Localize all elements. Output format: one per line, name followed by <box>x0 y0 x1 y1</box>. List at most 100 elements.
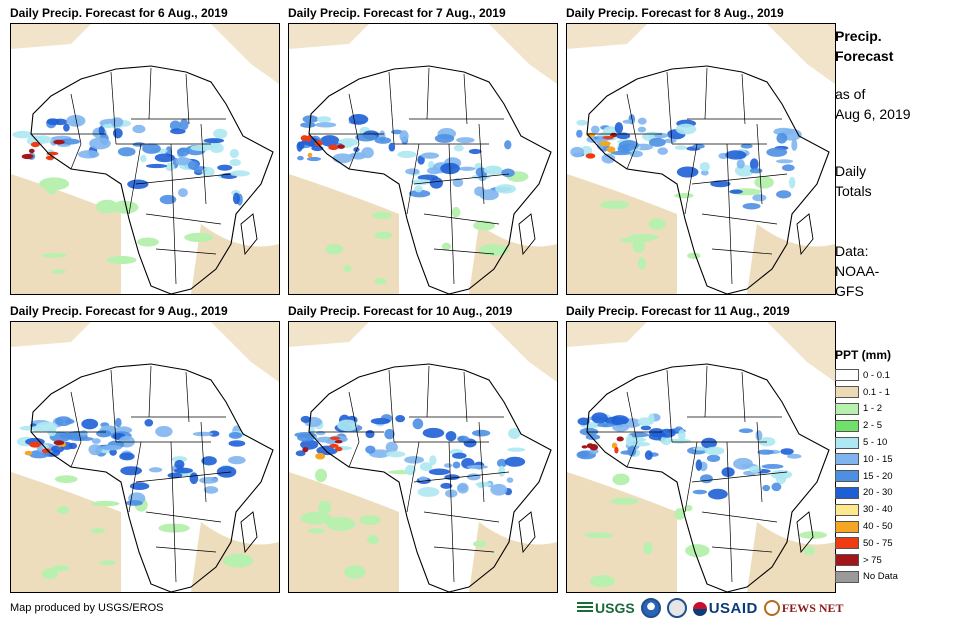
precip-cell <box>173 467 193 474</box>
usgs-logo: USGS <box>577 600 635 616</box>
moderate-rain-patch <box>674 192 694 199</box>
moderate-rain-patch <box>300 511 333 525</box>
moderate-rain-patch <box>222 553 254 568</box>
precip-cell <box>217 164 233 171</box>
moderate-rain-patch <box>343 264 352 273</box>
precip-cell <box>297 155 304 161</box>
panel-title: Daily Precip. Forecast for 6 Aug., 2019 <box>10 6 228 20</box>
light-rain-area <box>469 522 557 592</box>
light-rain-area <box>567 174 677 294</box>
precip-map <box>566 321 836 593</box>
light-rain-area <box>489 322 557 382</box>
moderate-rain-patch <box>184 232 214 243</box>
madagascar-outline <box>240 213 258 256</box>
heavy-precip-cell <box>306 135 312 143</box>
precip-cell <box>640 425 652 431</box>
light-rain-area <box>567 322 647 347</box>
country-border <box>413 173 510 185</box>
madagascar-outline <box>796 213 814 256</box>
precip-cell <box>170 128 186 135</box>
precip-cell <box>614 122 624 134</box>
precip-cell <box>178 188 188 198</box>
precip-cell <box>370 417 391 425</box>
precip-cell <box>676 166 699 178</box>
precip-cell <box>604 416 627 426</box>
asof-line1: as of <box>835 86 866 102</box>
precip-cell <box>660 435 672 446</box>
legend-swatch <box>835 470 859 483</box>
country-border <box>666 71 673 145</box>
country-border <box>135 471 232 483</box>
precip-cell <box>63 123 70 132</box>
precip-cell <box>440 482 453 489</box>
precip-cell <box>749 465 762 473</box>
precip-map-svg <box>567 24 835 294</box>
moderate-rain-patch <box>315 468 328 483</box>
data-line3: GFS <box>835 283 864 299</box>
precip-cell <box>752 194 767 202</box>
country-border <box>433 546 495 553</box>
precip-cell <box>456 137 475 144</box>
legend-label: 1 - 2 <box>863 403 883 415</box>
country-border <box>726 441 733 583</box>
precip-cell <box>504 456 526 467</box>
precip-cell <box>771 482 782 492</box>
legend-item: 20 - 30 <box>835 485 898 502</box>
precip-cell <box>506 477 514 483</box>
precip-cell <box>213 128 228 139</box>
light-rain-area <box>747 522 835 592</box>
fews-ring-icon <box>763 600 780 616</box>
precip-cell <box>434 133 455 143</box>
moderate-rain-patch <box>359 515 381 525</box>
heavy-precip-cell <box>329 443 339 448</box>
precip-cell <box>175 157 192 166</box>
light-rain-area <box>567 472 677 592</box>
precip-cell <box>81 418 99 430</box>
precip-cell <box>337 419 358 432</box>
precip-cell <box>98 125 105 136</box>
precip-cell <box>706 454 721 463</box>
moderate-rain-patch <box>687 252 701 259</box>
precip-cell <box>297 433 314 442</box>
legend-label: 2 - 5 <box>863 420 883 432</box>
precip-cell <box>374 137 392 144</box>
light-rain-area <box>11 322 91 347</box>
moderate-rain-patch <box>648 218 666 230</box>
precip-cell <box>504 140 512 150</box>
moderate-rain-patch <box>98 560 117 566</box>
country-border <box>463 73 468 125</box>
moderate-rain-patch <box>374 278 387 285</box>
side-heading: Precip. Forecast <box>835 26 893 66</box>
precip-cell <box>695 459 703 471</box>
panel-title: Daily Precip. Forecast for 8 Aug., 2019 <box>566 6 784 20</box>
precip-cell <box>757 449 774 455</box>
madagascar-outline <box>518 511 536 554</box>
precip-cell <box>159 194 177 205</box>
precip-cell <box>576 129 583 138</box>
legend-swatch <box>835 369 859 382</box>
light-rain-area <box>289 472 399 592</box>
light-rain-area <box>767 322 835 382</box>
moderate-rain-patch <box>372 211 393 220</box>
country-border <box>348 441 360 468</box>
precip-cell <box>169 120 181 131</box>
country-border <box>348 93 360 145</box>
precip-cell <box>443 463 453 468</box>
precip-map <box>288 23 558 295</box>
precip-cell <box>199 476 219 484</box>
precip-cell <box>50 445 65 453</box>
precip-cell <box>755 430 763 441</box>
precip-cell <box>758 437 776 447</box>
precip-cell <box>490 483 508 496</box>
precip-cell <box>397 150 417 159</box>
precip-cell <box>384 428 395 440</box>
precip-cell <box>190 144 213 152</box>
precip-cell <box>89 137 111 150</box>
precip-cell <box>773 127 794 136</box>
precip-cell <box>229 148 239 159</box>
precip-cell <box>678 429 686 441</box>
precip-cell <box>96 429 112 438</box>
country-border <box>448 441 455 583</box>
country-border <box>711 248 773 255</box>
country-border <box>756 123 763 205</box>
